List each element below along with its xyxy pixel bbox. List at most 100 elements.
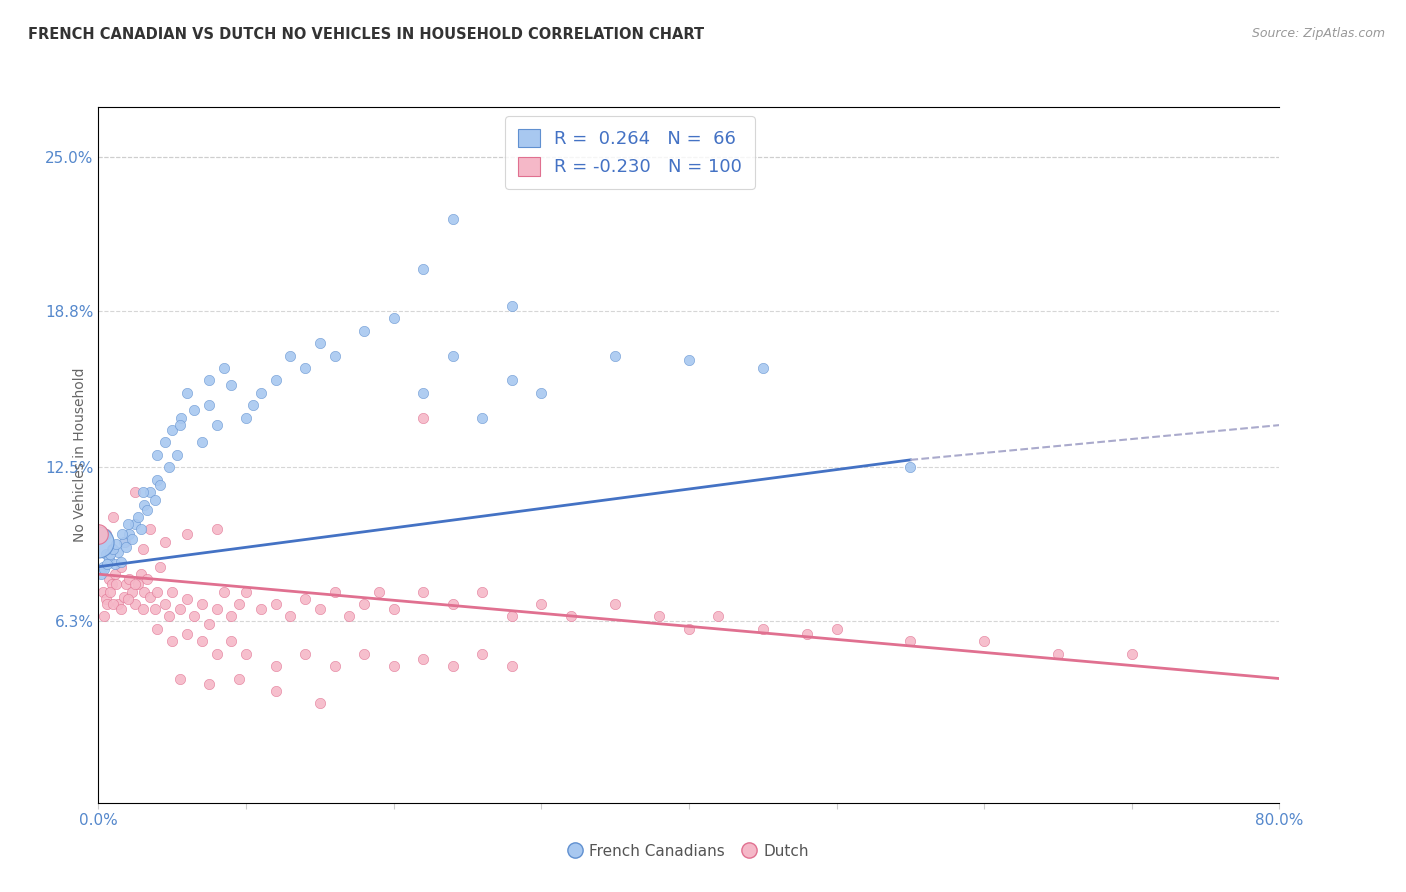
Point [117,592,139,607]
Point [176,385,198,400]
Point [205,523,228,537]
Point [107,597,129,611]
Point [129,523,152,537]
Point [132,542,155,557]
Point [104,558,127,572]
Point [1121,647,1143,661]
Point [91,584,114,599]
Point [105,537,128,551]
Point [129,567,152,582]
Point [98,584,121,599]
Point [294,592,316,607]
Point [107,545,129,559]
Point [309,602,332,616]
Point [648,609,671,624]
Point [115,577,138,591]
Point [157,609,180,624]
Point [228,672,250,686]
Point [103,510,125,524]
Point [752,622,775,636]
Point [132,602,155,616]
Point [382,602,405,616]
Point [149,559,172,574]
Point [121,584,143,599]
Point [264,659,287,673]
Point [176,627,198,641]
Point [157,460,180,475]
Point [143,602,166,616]
Point [250,602,273,616]
Point [90,567,112,582]
Point [530,597,553,611]
Point [162,634,183,648]
Point [146,473,169,487]
Point [183,403,205,417]
Point [139,590,162,604]
Point [127,510,149,524]
Point [153,597,176,611]
Point [235,647,257,661]
Point [309,336,332,351]
Point [153,534,176,549]
Point [103,542,125,557]
Point [127,577,149,591]
Point [143,492,166,507]
Point [471,647,494,661]
Point [412,261,434,276]
Point [501,659,523,673]
Point [501,299,523,313]
Point [198,676,221,690]
Point [250,385,273,400]
Point [139,485,162,500]
Point [93,562,115,576]
Point [183,609,205,624]
Point [136,572,159,586]
Point [169,672,191,686]
Point [441,597,464,611]
Point [294,647,316,661]
Point [100,577,122,591]
Point [112,534,135,549]
Point [169,418,191,433]
Point [678,622,700,636]
Point [309,697,332,711]
Point [87,527,110,541]
Point [501,373,523,387]
Point [162,584,183,599]
Point [678,353,700,368]
Point [353,324,375,338]
Point [166,448,188,462]
Point [752,360,775,375]
Point [105,577,128,591]
Point [149,477,172,491]
Text: FRENCH CANADIAN VS DUTCH NO VEHICLES IN HOUSEHOLD CORRELATION CHART: FRENCH CANADIAN VS DUTCH NO VEHICLES IN … [28,27,704,42]
Point [441,349,464,363]
Point [353,647,375,661]
Text: Source: ZipAtlas.com: Source: ZipAtlas.com [1251,27,1385,40]
Point [235,410,257,425]
Point [212,584,235,599]
Point [471,410,494,425]
Point [560,609,582,624]
Point [94,547,117,561]
Point [115,540,138,554]
Point [900,634,922,648]
Point [176,527,198,541]
Point [97,552,120,566]
Point [471,584,494,599]
Legend: French Canadians, Dutch: French Canadians, Dutch [564,838,814,864]
Point [118,527,141,541]
Point [242,398,264,412]
Point [441,659,464,673]
Point [280,349,302,363]
Point [96,558,118,572]
Point [139,523,162,537]
Point [228,597,250,611]
Point [294,360,316,375]
Point [96,597,118,611]
Point [94,592,117,607]
Point [98,547,121,561]
Point [124,577,146,591]
Point [441,211,464,226]
Point [94,527,117,541]
